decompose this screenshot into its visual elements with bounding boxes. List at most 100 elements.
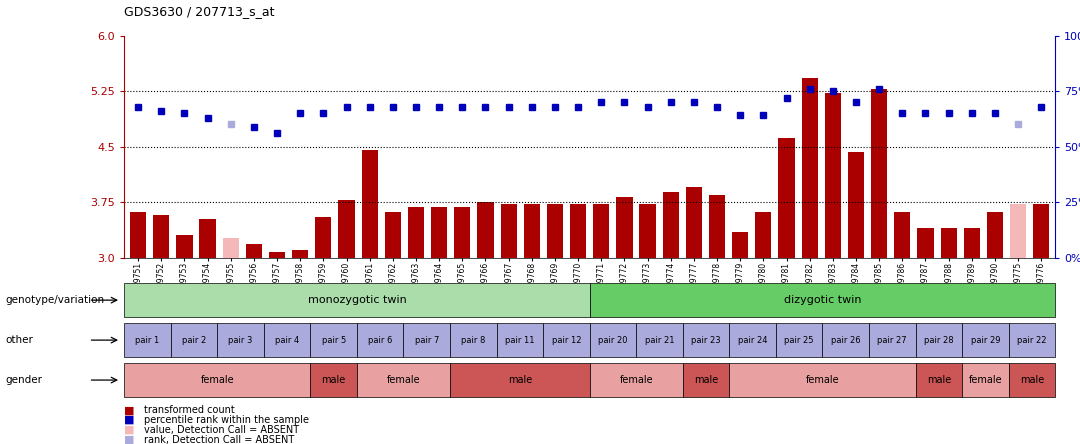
Bar	[222, 238, 239, 258]
Bar	[775, 323, 823, 357]
Text: percentile rank within the sample: percentile rank within the sample	[144, 415, 309, 425]
Bar	[590, 283, 1055, 317]
Text: pair 26: pair 26	[831, 336, 861, 345]
Bar	[1009, 323, 1055, 357]
Bar	[916, 323, 962, 357]
Text: pair 28: pair 28	[924, 336, 954, 345]
Bar	[362, 150, 378, 258]
Bar	[200, 219, 216, 258]
Bar	[1034, 204, 1050, 258]
Text: female: female	[387, 375, 420, 385]
Bar	[153, 214, 170, 258]
Text: pair 29: pair 29	[971, 336, 1000, 345]
Bar	[779, 138, 795, 258]
Text: ■: ■	[124, 405, 135, 415]
Bar	[431, 207, 447, 258]
Text: pair 27: pair 27	[877, 336, 907, 345]
Bar	[124, 283, 590, 317]
Bar	[683, 363, 729, 397]
Bar	[872, 89, 888, 258]
Bar	[292, 250, 308, 258]
Text: pair 20: pair 20	[598, 336, 627, 345]
Bar	[1009, 363, 1055, 397]
Bar	[384, 212, 401, 258]
Bar	[477, 202, 494, 258]
Text: female: female	[620, 375, 653, 385]
Text: dizygotic twin: dizygotic twin	[784, 295, 861, 305]
Bar	[546, 204, 563, 258]
Text: pair 23: pair 23	[691, 336, 720, 345]
Bar	[894, 212, 910, 258]
Bar	[941, 228, 957, 258]
Text: value, Detection Call = ABSENT: value, Detection Call = ABSENT	[144, 425, 299, 435]
Text: pair 4: pair 4	[275, 336, 299, 345]
Bar	[124, 363, 310, 397]
Text: pair 11: pair 11	[505, 336, 535, 345]
Bar	[617, 197, 633, 258]
Text: pair 21: pair 21	[645, 336, 674, 345]
Text: gender: gender	[5, 375, 42, 385]
Bar	[917, 228, 933, 258]
Text: transformed count: transformed count	[144, 405, 234, 415]
Bar	[869, 323, 916, 357]
Bar	[130, 212, 146, 258]
Bar	[1010, 204, 1026, 258]
Text: male: male	[322, 375, 346, 385]
Bar	[825, 93, 841, 258]
Bar	[590, 323, 636, 357]
Bar	[962, 363, 1009, 397]
Bar	[356, 323, 404, 357]
Text: GDS3630 / 207713_s_at: GDS3630 / 207713_s_at	[124, 5, 274, 18]
Text: pair 3: pair 3	[228, 336, 253, 345]
Bar	[663, 192, 679, 258]
Text: pair 6: pair 6	[368, 336, 392, 345]
Bar	[356, 363, 450, 397]
Bar	[848, 152, 864, 258]
Bar	[310, 363, 356, 397]
Text: pair 25: pair 25	[784, 336, 814, 345]
Text: ■: ■	[124, 425, 135, 435]
Bar	[636, 323, 683, 357]
Text: rank, Detection Call = ABSENT: rank, Detection Call = ABSENT	[144, 435, 294, 444]
Bar	[729, 363, 916, 397]
Bar	[408, 207, 424, 258]
Text: genotype/variation: genotype/variation	[5, 295, 105, 305]
Bar	[497, 323, 543, 357]
Bar	[729, 323, 775, 357]
Text: monozygotic twin: monozygotic twin	[308, 295, 406, 305]
Bar	[217, 323, 264, 357]
Text: pair 8: pair 8	[461, 336, 486, 345]
Text: ■: ■	[124, 415, 135, 425]
Bar	[916, 363, 962, 397]
Bar	[732, 232, 748, 258]
Text: pair 1: pair 1	[135, 336, 160, 345]
Bar	[543, 323, 590, 357]
Bar	[315, 217, 332, 258]
Bar	[450, 323, 497, 357]
Bar	[963, 228, 980, 258]
Bar	[404, 323, 450, 357]
Bar	[450, 363, 590, 397]
Bar	[962, 323, 1009, 357]
Bar	[269, 252, 285, 258]
Text: male: male	[508, 375, 532, 385]
Bar	[593, 204, 609, 258]
Bar	[264, 323, 310, 357]
Bar	[246, 244, 262, 258]
Bar	[500, 204, 516, 258]
Bar	[570, 204, 586, 258]
Bar	[176, 235, 192, 258]
Text: female: female	[969, 375, 1002, 385]
Text: pair 24: pair 24	[738, 336, 768, 345]
Bar	[686, 187, 702, 258]
Bar	[524, 204, 540, 258]
Bar	[801, 79, 818, 258]
Bar	[171, 323, 217, 357]
Text: pair 12: pair 12	[552, 336, 581, 345]
Text: pair 2: pair 2	[181, 336, 206, 345]
Bar	[590, 363, 683, 397]
Text: other: other	[5, 335, 33, 345]
Text: pair 22: pair 22	[1017, 336, 1047, 345]
Text: male: male	[927, 375, 950, 385]
Bar	[708, 194, 725, 258]
